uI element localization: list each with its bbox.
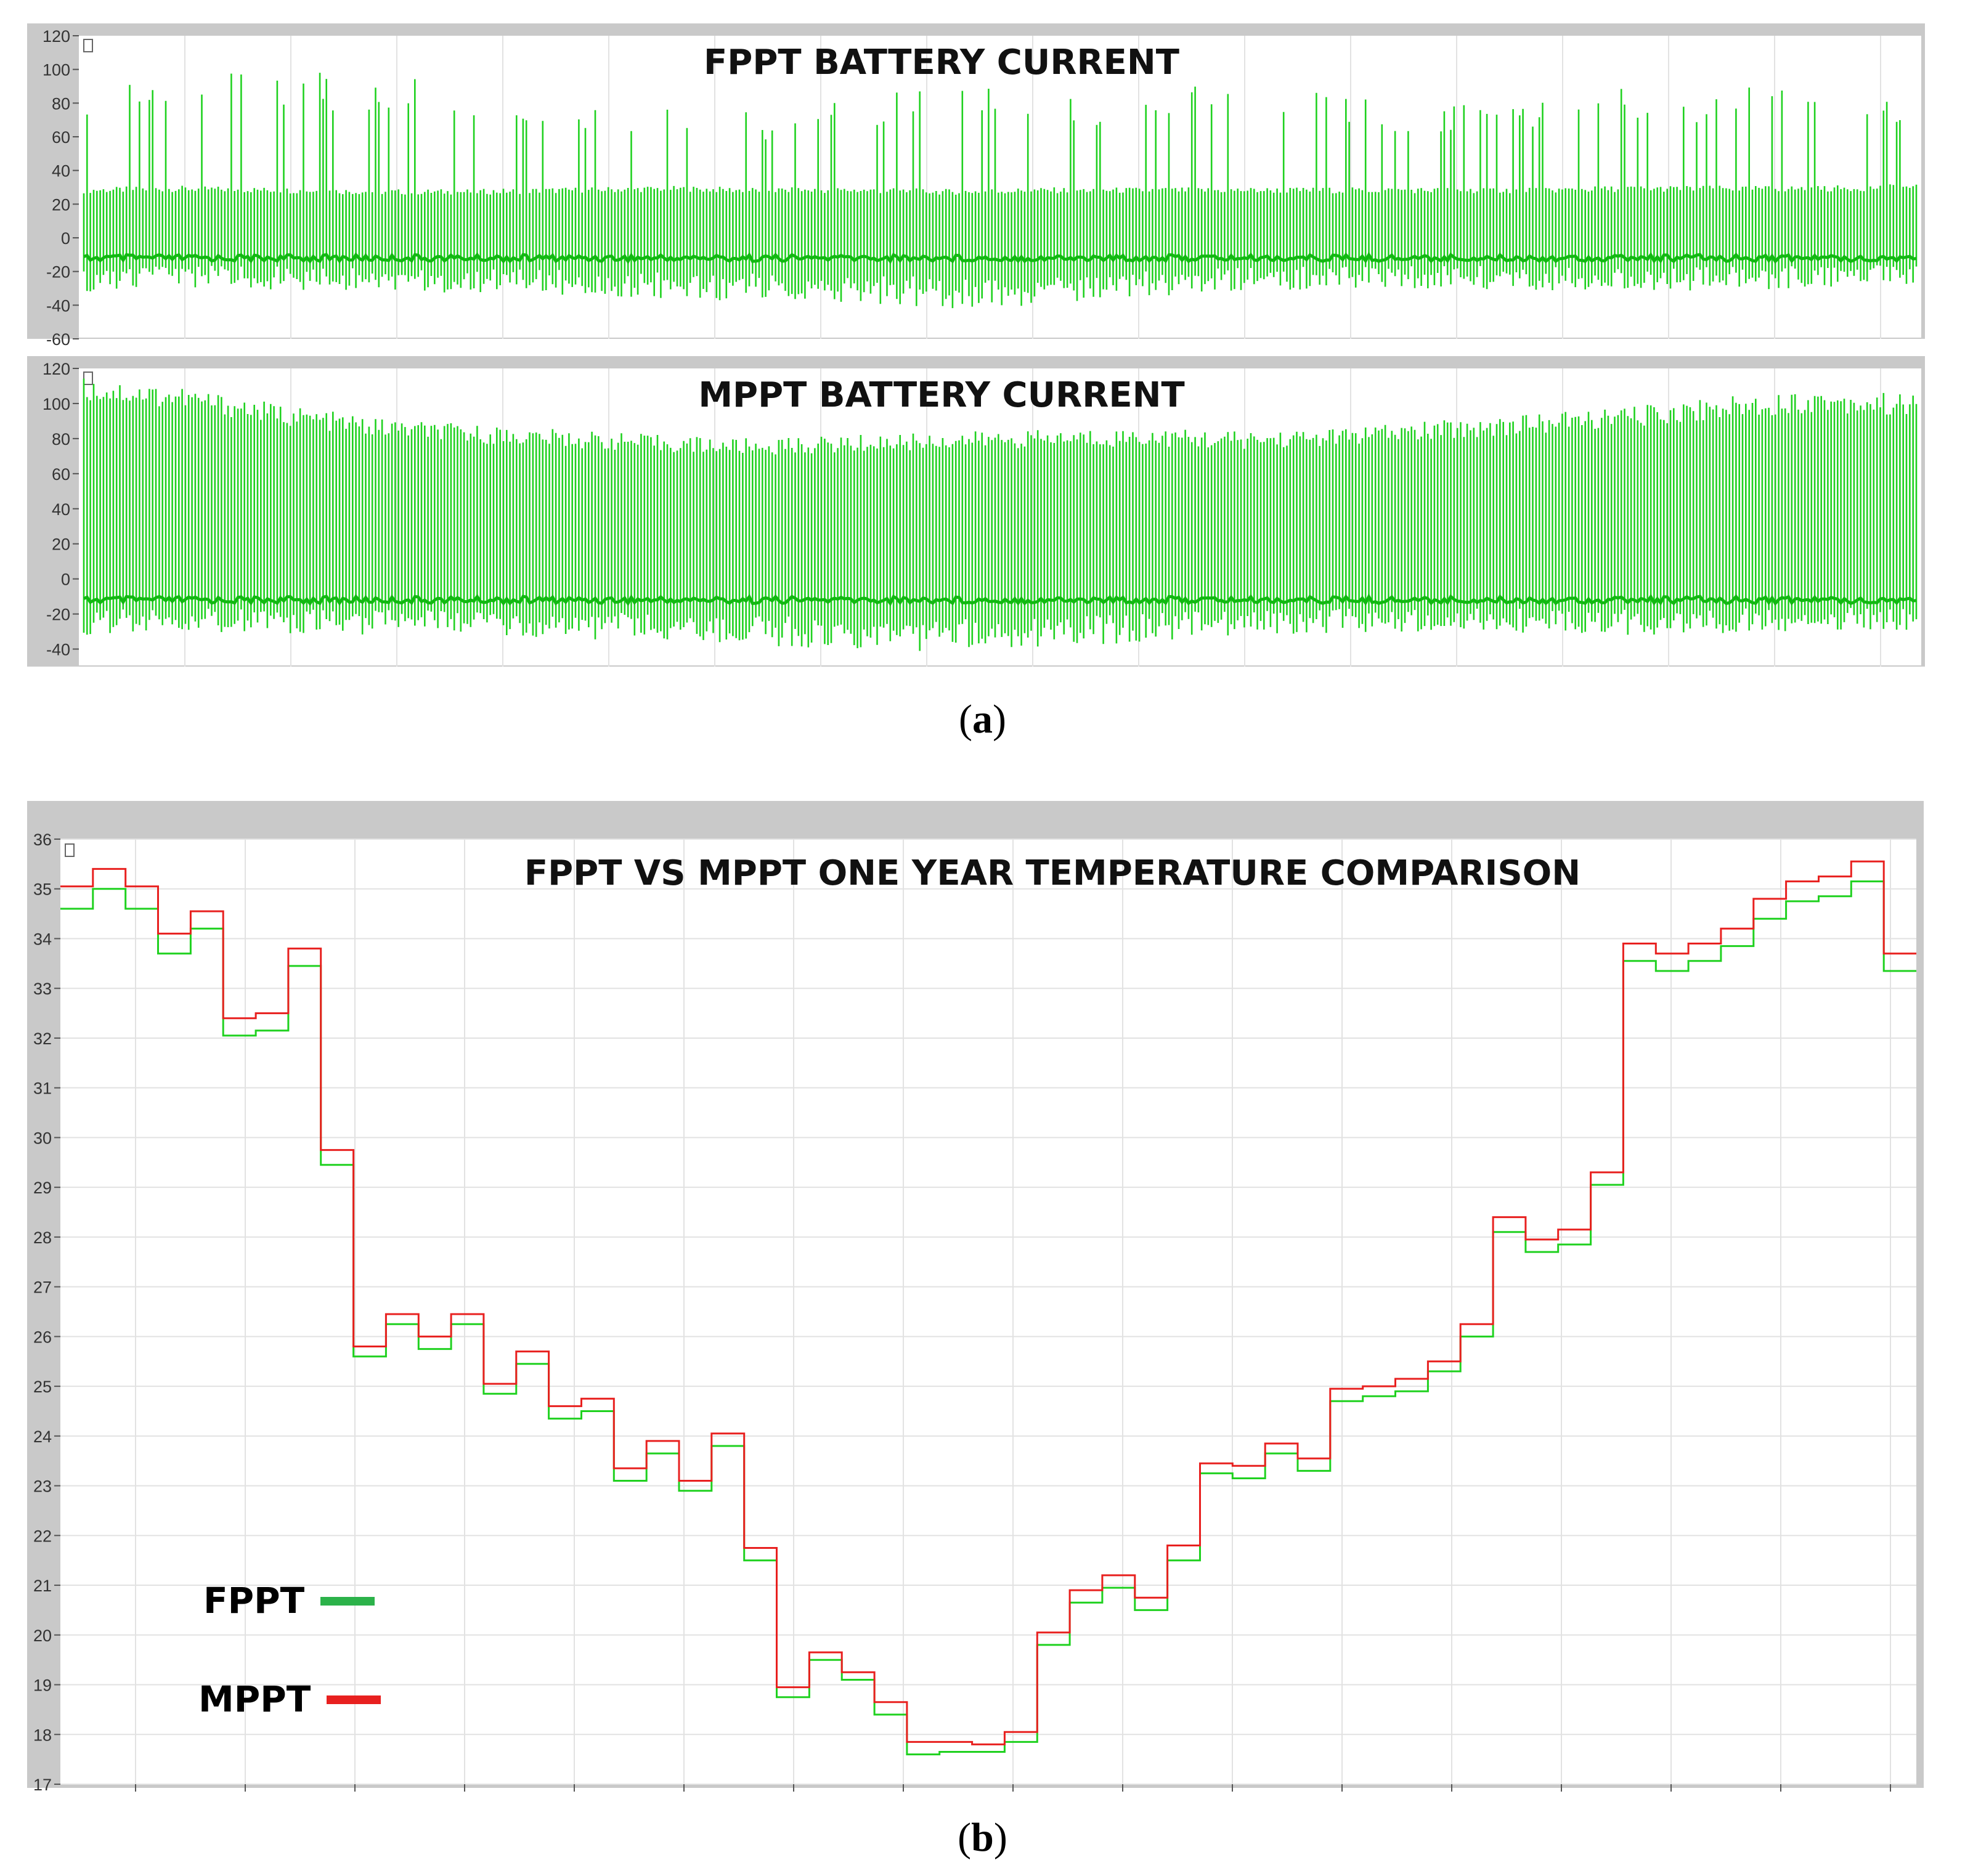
- temperature-comparison-chart: 17 18 19 20 21 22 23 24 25 26 27 28 29 30 31 32 33 34 35 36…: [27, 801, 1924, 1794]
- y-tick-label: -20: [46, 263, 70, 282]
- y-tick-label: -40: [46, 296, 70, 315]
- y-tick-label: 28: [33, 1228, 52, 1247]
- current-trace: [83, 378, 1918, 651]
- y-tick-label: 33: [33, 980, 52, 998]
- plot-area: [60, 839, 1916, 1784]
- y-tick-label: 120: [43, 27, 70, 46]
- y-tick-label: 35: [33, 880, 52, 899]
- fppt-battery-current-chart: -60 -40 -20 0 20 40 60 80 100 120 FPPT BATTERY CUR…: [27, 23, 1925, 349]
- zoom-icon: [65, 843, 75, 857]
- y-tick-label: 60: [52, 465, 70, 484]
- fppt-temperature-line: [60, 880, 1916, 1756]
- y-tick-label: 27: [33, 1278, 52, 1297]
- y-tick-label: 20: [52, 195, 70, 214]
- y-tick-label: 0: [61, 571, 70, 589]
- y-tick-label: 36: [33, 830, 52, 849]
- mppt-battery-current-chart: -40 -20 0 20 40 60 80 100 120 MPPT BATTERY CURREN…: [27, 356, 1925, 667]
- y-tick-label: 29: [33, 1179, 52, 1197]
- legend-label-fppt: FPPT: [203, 1580, 305, 1622]
- zoom-icon: [83, 39, 93, 52]
- zoom-icon: [83, 372, 93, 385]
- y-tick-label: 25: [33, 1378, 52, 1396]
- y-tick-label: 31: [33, 1079, 52, 1098]
- chart-title: FPPT VS MPPT ONE YEAR TEMPERATURE COMPAR…: [524, 853, 1581, 893]
- caption-b: (b): [958, 1815, 1007, 1860]
- y-tick-label: 60: [52, 128, 70, 147]
- y-tick-label: 23: [33, 1477, 52, 1496]
- y-tick-label: 40: [52, 162, 70, 181]
- y-tick-label: 21: [33, 1577, 52, 1595]
- y-tick-label: 18: [33, 1726, 52, 1744]
- y-tick-label: 40: [52, 500, 70, 519]
- chart-title: FPPT BATTERY CURRENT: [704, 43, 1179, 83]
- y-tick-label: 20: [33, 1626, 52, 1645]
- y-tick-label: 80: [52, 430, 70, 449]
- y-tick-label: 32: [33, 1029, 52, 1048]
- chart-title: MPPT BATTERY CURRENT: [698, 375, 1184, 415]
- y-tick-label: 80: [52, 94, 70, 113]
- y-tick-label: 100: [43, 61, 70, 79]
- current-baseline: [83, 593, 1917, 607]
- y-tick-label: 120: [43, 360, 70, 378]
- y-tick-label: -60: [46, 330, 70, 349]
- current-baseline: [83, 251, 1917, 265]
- y-tick-label: 0: [61, 229, 70, 248]
- y-tick-label: 20: [52, 535, 70, 554]
- y-tick-label: 30: [33, 1129, 52, 1147]
- legend-swatch-fppt: [320, 1597, 375, 1606]
- caption-a: (a): [959, 697, 1006, 742]
- y-tick-label: -40: [46, 641, 70, 659]
- legend-swatch-mppt: [327, 1695, 381, 1704]
- y-tick-label: 17: [33, 1776, 52, 1794]
- current-trace: [83, 73, 1918, 309]
- y-tick-label: -20: [46, 606, 70, 624]
- panel-a-charts: -60 -40 -20 0 20 40 60 80 100 120 FPPT BATTERY CUR…: [27, 23, 1925, 667]
- mppt-temperature-line: [60, 860, 1916, 1745]
- y-tick-label: 22: [33, 1527, 52, 1545]
- y-tick-label: 19: [33, 1676, 52, 1695]
- y-tick-label: 34: [33, 930, 52, 948]
- y-tick-label: 24: [33, 1427, 52, 1446]
- plot-area: [79, 36, 1921, 338]
- legend-label-mppt: MPPT: [198, 1678, 311, 1720]
- y-tick-label: 100: [43, 395, 70, 413]
- y-tick-label: 26: [33, 1328, 52, 1346]
